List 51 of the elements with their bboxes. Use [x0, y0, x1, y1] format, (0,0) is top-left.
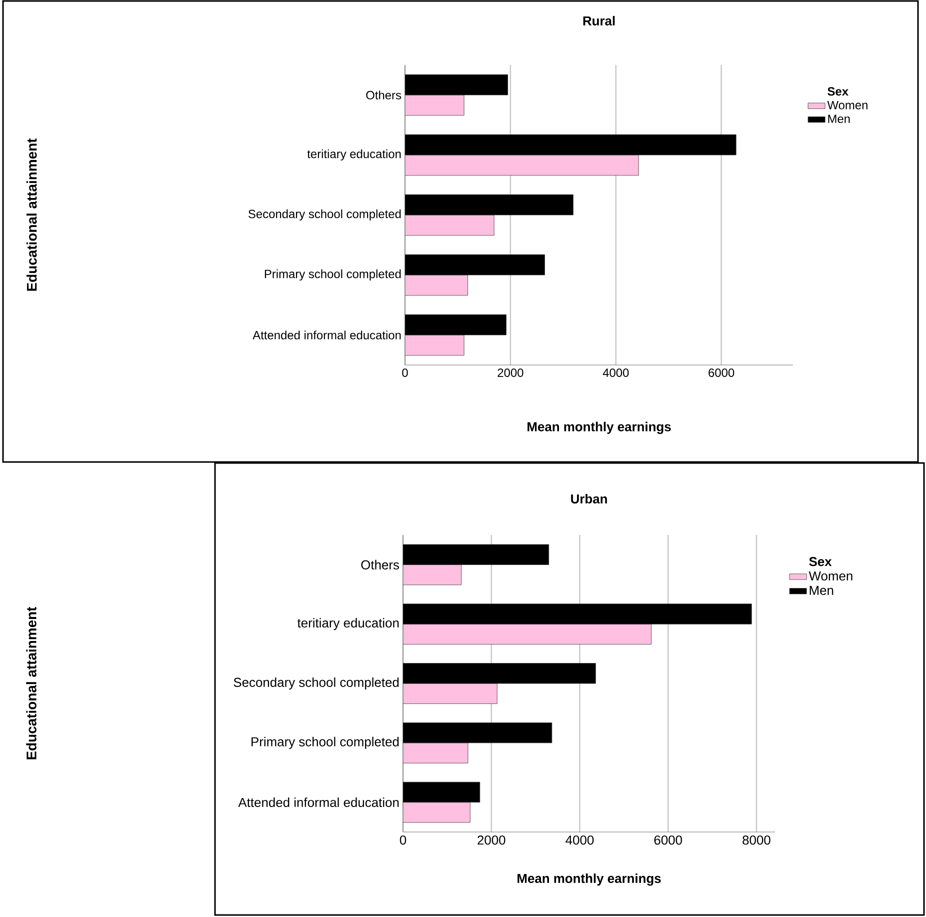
x-tick-label: 8000 [742, 836, 770, 845]
y-tick-label: Primary school completed [252, 736, 399, 749]
y-tick-label: Secondary school completed [234, 677, 399, 690]
y-tick-label: Others [361, 560, 400, 570]
bar [405, 194, 574, 216]
y-tick-label: Primary school completed [264, 269, 401, 281]
bar [405, 274, 468, 296]
bar [403, 604, 752, 624]
bar [405, 314, 506, 336]
y-axis-title: Educational attainment [26, 138, 37, 291]
bar [403, 544, 550, 565]
bar [403, 683, 498, 704]
bar [403, 782, 480, 802]
bar [405, 254, 545, 276]
x-tick-label: 6000 [708, 368, 734, 377]
bar [405, 334, 464, 356]
bar [403, 742, 468, 764]
bar [405, 154, 639, 176]
bar [403, 802, 470, 823]
y-tick-label: Secondary school completed [248, 209, 401, 221]
x-tick-label: 4000 [602, 368, 629, 377]
chart-title: Urban [571, 494, 607, 504]
y-axis-title: Educational attainment [26, 606, 36, 760]
legend-title: Sex [828, 87, 848, 96]
legend-label: Men [810, 586, 834, 595]
bar [403, 564, 462, 586]
y-tick-label: teritiary education [307, 149, 401, 161]
x-tick-label: 0 [402, 368, 408, 377]
x-tick-label: 2000 [478, 836, 506, 845]
legend-label: Women [827, 101, 868, 110]
legend-title: Sex [809, 556, 832, 566]
bar [403, 663, 596, 684]
bar [405, 94, 464, 116]
x-tick-label: 4000 [566, 836, 594, 845]
bar [403, 722, 552, 744]
x-tick-label: 2000 [498, 368, 524, 377]
y-tick-label: teritiary education [297, 618, 399, 630]
y-tick-label: Attended informal education [252, 330, 401, 340]
x-tick-label: 0 [400, 836, 406, 845]
bar [403, 624, 652, 644]
x-axis-title: Mean monthly earnings [518, 874, 661, 886]
bar [405, 134, 736, 156]
x-axis-title: Mean monthly earnings [528, 422, 671, 434]
y-tick-label: Attended informal education [238, 798, 399, 808]
legend-label: Women [808, 572, 852, 581]
bar [405, 214, 494, 236]
x-tick-label: 6000 [654, 836, 682, 845]
bar [405, 74, 508, 96]
chart-title: Rural [583, 16, 615, 26]
y-tick-label: Others [366, 90, 402, 100]
legend-label: Men [828, 114, 850, 124]
